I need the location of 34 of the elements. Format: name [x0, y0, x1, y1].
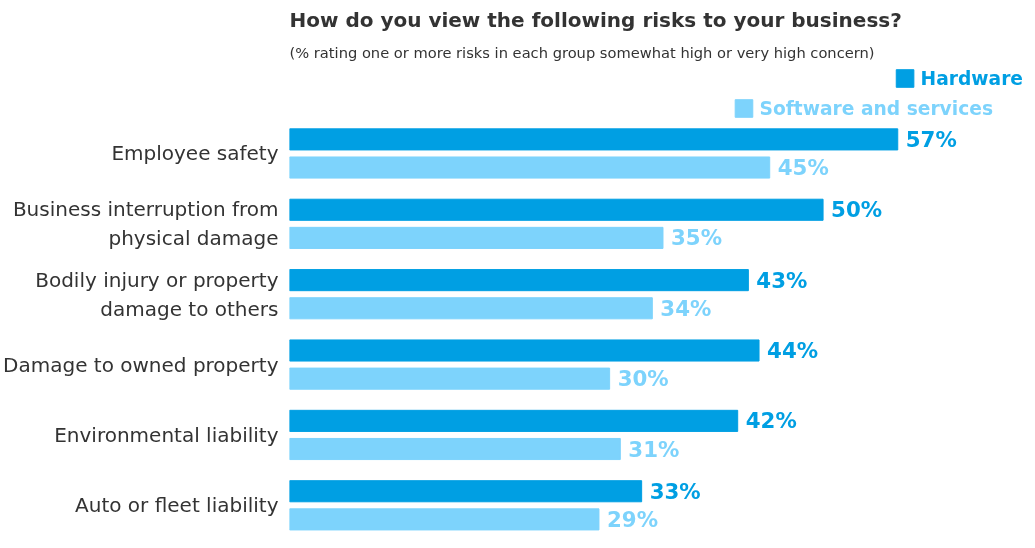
- data-label: 31%: [628, 436, 680, 462]
- y-tick-label: Employee safety: [111, 141, 279, 166]
- y-tick-label: Business interruption from physical damage: [12, 197, 279, 251]
- data-label: 50%: [831, 197, 883, 223]
- data-label: 44%: [767, 338, 819, 363]
- data-label: 57%: [905, 126, 957, 152]
- bar: [289, 269, 749, 292]
- bar: [289, 409, 739, 432]
- data-label: 34%: [660, 295, 712, 321]
- y-tick-label: Bodily injury or property damage to others: [35, 267, 279, 321]
- bar: [289, 128, 899, 151]
- bar: [289, 508, 600, 531]
- legend-label: Hardware: [920, 67, 1023, 89]
- data-label: 33%: [649, 478, 701, 504]
- data-label: 45%: [777, 155, 829, 181]
- bar: [289, 480, 643, 503]
- bar: [289, 198, 824, 221]
- data-label: 30%: [617, 366, 669, 392]
- bar: [289, 226, 664, 249]
- data-label: 35%: [671, 225, 723, 251]
- chart-title: How do you view the following risks to your business?: [289, 7, 902, 32]
- bar: [289, 156, 771, 179]
- bar: [289, 367, 611, 390]
- bar: [289, 297, 653, 320]
- bar: [289, 437, 621, 461]
- y-tick-label: Environmental liability: [54, 422, 279, 447]
- y-tick-label: Damage to owned property: [3, 352, 279, 377]
- data-label: 29%: [606, 506, 659, 532]
- legend-label: Software and services: [759, 97, 993, 119]
- data-label: 42%: [745, 408, 797, 434]
- chart-subtitle: (% rating one or more risks in each group somewhat high or very high concern): [289, 43, 875, 61]
- bar: [289, 339, 760, 362]
- data-label: 43%: [756, 267, 808, 293]
- y-tick-label: Auto or fleet liability: [75, 493, 279, 518]
